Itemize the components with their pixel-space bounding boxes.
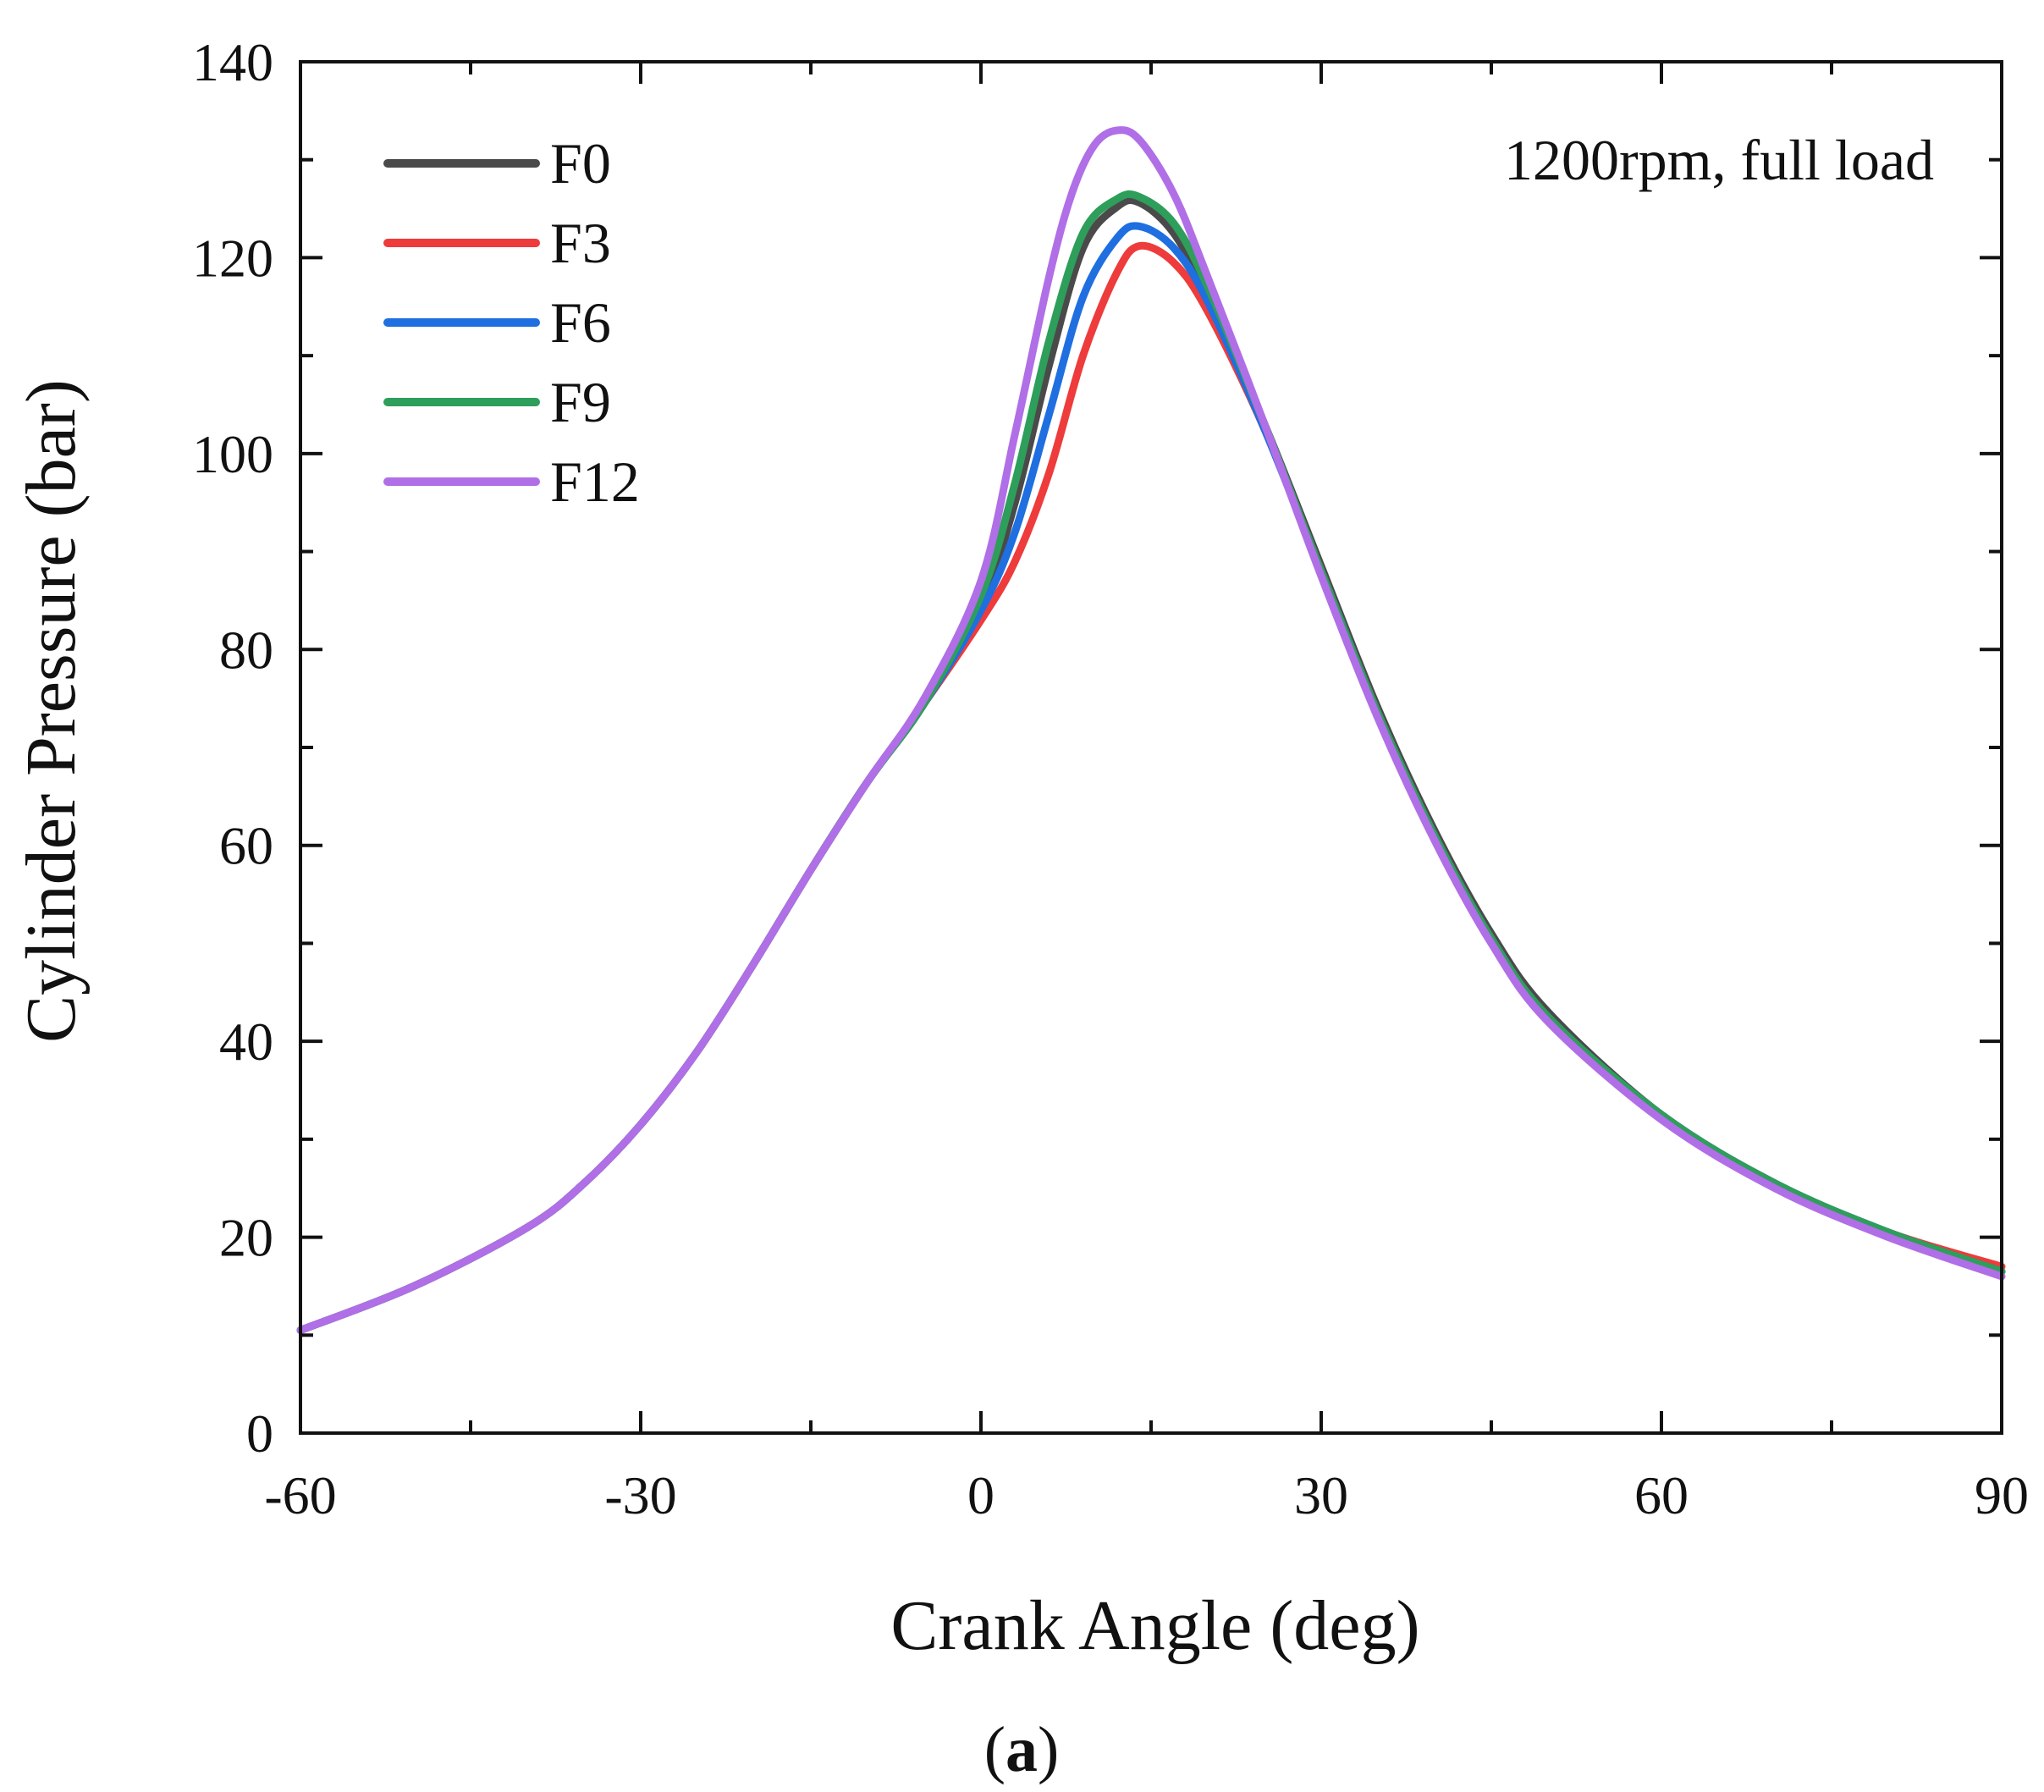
x-axis-title: Crank Angle (deg) [890, 1586, 1419, 1665]
x-tick-label: 60 [1634, 1465, 1689, 1525]
panel-label-letter: a [1005, 1714, 1038, 1785]
y-tick-label: 80 [219, 620, 273, 680]
panel-label-open: ( [984, 1714, 1005, 1785]
legend-label-f6: F6 [550, 290, 611, 355]
y-axis-title: Cylinder Pressure (bar) [12, 379, 91, 1043]
x-tick-label: 90 [1975, 1465, 2029, 1525]
y-tick-label: 60 [219, 816, 273, 876]
legend-label-f12: F12 [550, 449, 640, 514]
y-tick-label: 40 [219, 1012, 273, 1072]
panel-label: (a) [984, 1714, 1060, 1785]
y-tick-label: 140 [192, 32, 273, 92]
x-tick-label: -60 [264, 1465, 336, 1525]
x-tick-label: -30 [604, 1465, 676, 1525]
legend-label-f9: F9 [550, 370, 611, 434]
panel-label-close: ) [1038, 1714, 1059, 1785]
series-layer [296, 126, 2006, 1334]
x-tick-label: 30 [1294, 1465, 1348, 1525]
legend-label-f3: F3 [550, 211, 611, 275]
y-tick-label: 120 [192, 228, 273, 288]
series-line-f12 [296, 126, 2006, 1334]
condition-annotation: 1200rpm, full load [1504, 128, 1934, 192]
y-tick-label: 20 [219, 1208, 273, 1268]
legend-label-f0: F0 [550, 131, 611, 196]
y-tick-label: 100 [192, 424, 273, 484]
x-tick-label: 0 [967, 1465, 994, 1525]
axes-layer: -60 -30 0 30 60 90 0 20 40 60 80 100 120 140 [192, 32, 2029, 1525]
legend: F0 F3 F6 F9 F12 [383, 131, 640, 514]
y-tick-label: 0 [246, 1403, 273, 1464]
